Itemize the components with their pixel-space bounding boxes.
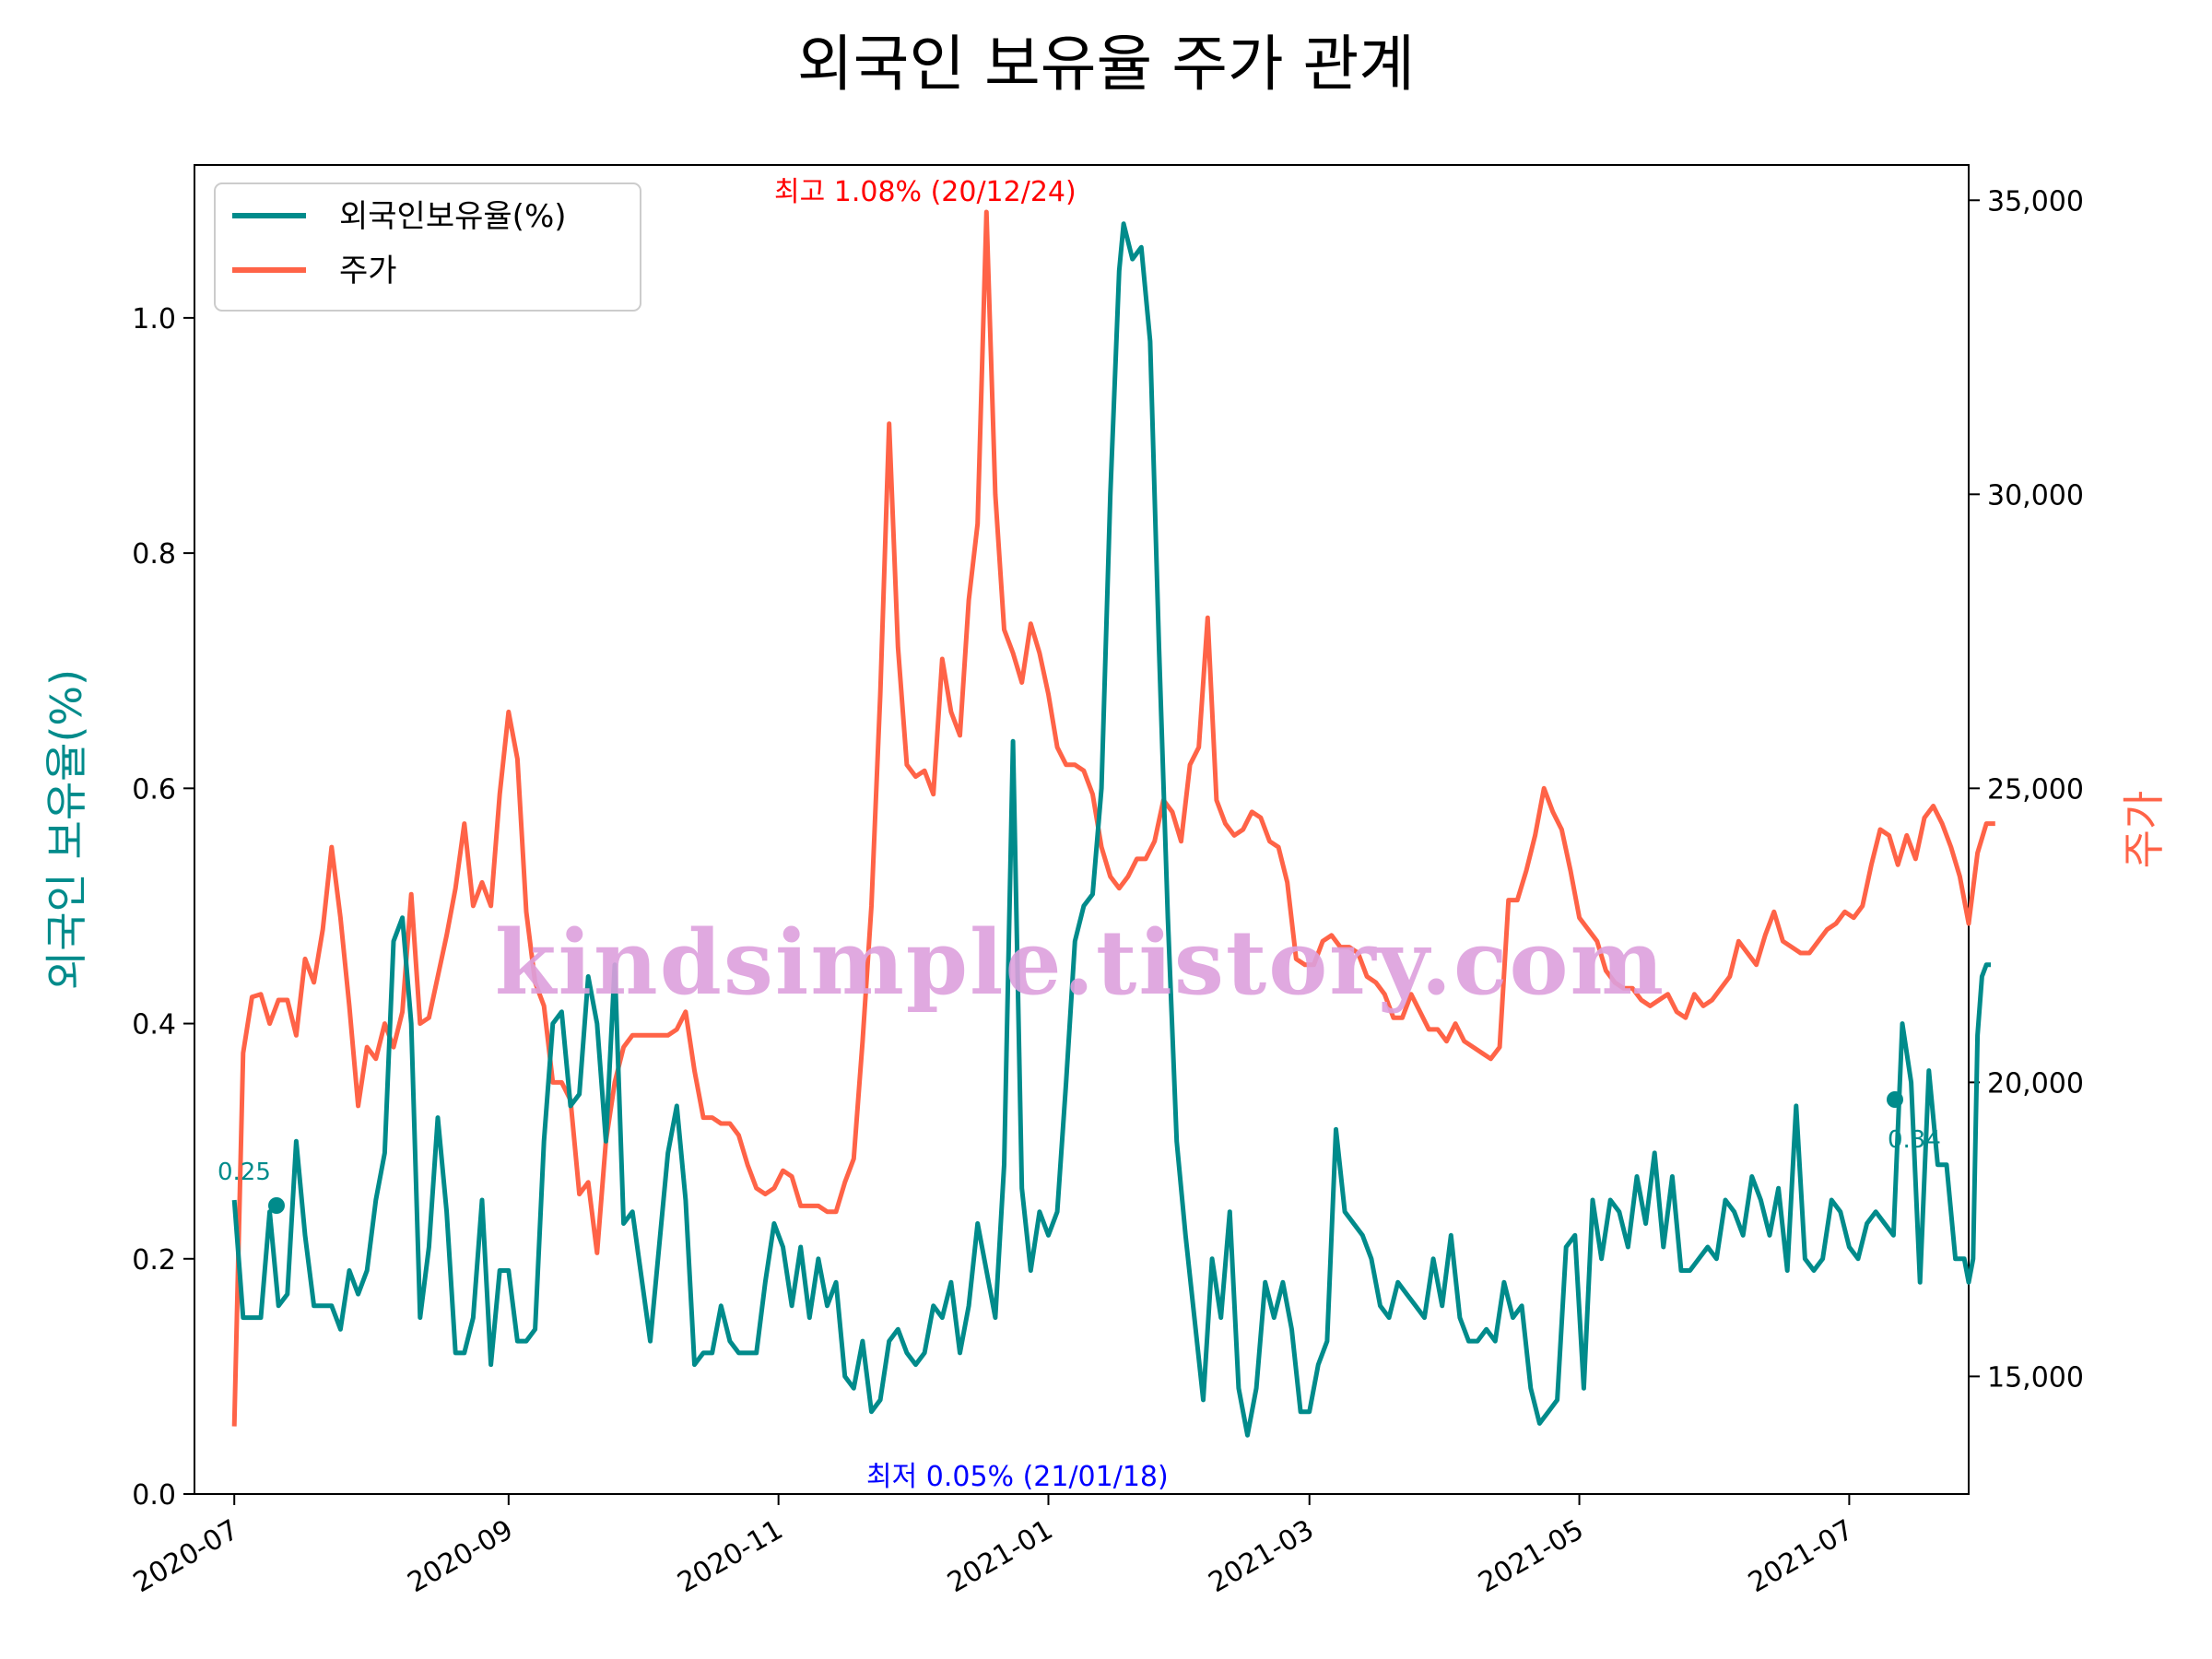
- x-tick-label: 2021-05: [1473, 1513, 1589, 1599]
- y-right-tick-label: 35,000: [1987, 185, 2084, 218]
- left-y-axis-label: 외국인 보유율(%): [41, 669, 91, 990]
- watermark: kindsimple.tistory.com: [495, 911, 1665, 1015]
- high-annotation: 최고 1.08% (20/12/24): [774, 176, 1077, 208]
- y-left-tick-label: 0.0: [132, 1479, 176, 1512]
- right-y-axis-label: 주가: [2119, 791, 2169, 869]
- x-tick-label: 2021-03: [1203, 1513, 1319, 1599]
- low-annotation: 최저 0.05% (21/01/18): [866, 1461, 1169, 1493]
- y-left-tick-label: 0.8: [132, 538, 176, 571]
- start-point-marker: [268, 1197, 285, 1214]
- legend-label-foreign: 외국인보유율(%): [339, 198, 567, 235]
- y-right-tick-label: 20,000: [1987, 1067, 2084, 1100]
- y-left-tick-label: 0.4: [132, 1009, 176, 1041]
- x-tick-label: 2021-01: [942, 1513, 1058, 1599]
- x-tick-label: 2021-07: [1743, 1513, 1859, 1599]
- y-left-tick-label: 0.2: [132, 1244, 176, 1277]
- price-series-line: [231, 209, 1995, 1427]
- right-y-axis: 15,000 20,000 25,000 30,000 35,000: [1969, 185, 2084, 1394]
- end-point-marker: [1887, 1091, 1903, 1108]
- x-tick-label: 2020-09: [403, 1513, 519, 1599]
- foreign-ownership-series-line: [231, 221, 1991, 1438]
- y-right-tick-label: 15,000: [1987, 1361, 2084, 1394]
- y-left-tick-label: 1.0: [132, 303, 176, 335]
- y-right-tick-label: 25,000: [1987, 773, 2084, 806]
- legend: 외국인보유율(%) 주가: [214, 182, 641, 312]
- legend-box: [214, 182, 641, 312]
- left-y-axis: 0.0 0.2 0.4 0.6 0.8 1.0: [132, 303, 194, 1512]
- plot-area: [194, 164, 1970, 1495]
- start-value-label: 0.25: [218, 1159, 271, 1186]
- x-tick-label: 2020-07: [128, 1513, 244, 1599]
- y-left-tick-label: 0.6: [132, 773, 176, 806]
- chart-title: 외국인 보유율 주가 관계: [797, 29, 1415, 100]
- x-axis: 2020-07 2020-09 2020-11 2021-01 2021-03 2021-…: [128, 1494, 1859, 1599]
- x-tick-label: 2020-11: [672, 1513, 788, 1599]
- legend-label-price: 주가: [339, 253, 397, 289]
- end-value-label: 0.34: [1888, 1126, 1941, 1154]
- y-right-tick-label: 30,000: [1987, 479, 2084, 512]
